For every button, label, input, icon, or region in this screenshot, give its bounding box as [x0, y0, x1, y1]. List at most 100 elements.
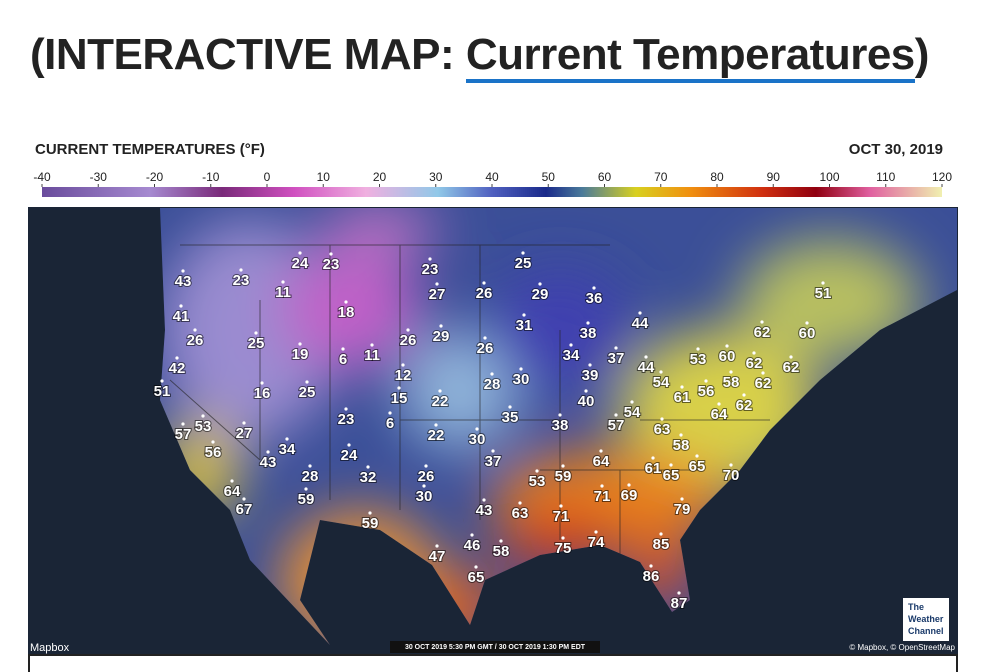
temperature-label: 79: [674, 501, 691, 518]
station-dot: [518, 501, 522, 505]
temperature-label: 29: [532, 286, 549, 303]
temperature-label: 11: [275, 284, 291, 301]
station-dot: [600, 484, 604, 488]
station-dot: [729, 370, 733, 374]
station-dot: [660, 417, 664, 421]
temperature-label: 65: [689, 458, 706, 475]
temperature-label: 37: [608, 350, 625, 367]
temperature-label: 65: [468, 569, 485, 586]
temperature-label: 61: [674, 389, 691, 406]
temperature-label: 60: [799, 325, 816, 342]
temperature-label: 47: [429, 548, 446, 565]
temperature-label: 43: [260, 454, 277, 471]
temperature-label: 74: [588, 534, 605, 551]
temperature-label: 71: [594, 488, 611, 505]
station-dot: [638, 311, 642, 315]
title-prefix: (INTERACTIVE MAP:: [30, 30, 466, 79]
station-dot: [281, 280, 285, 284]
station-dot: [341, 347, 345, 351]
station-dot: [435, 544, 439, 548]
station-dot: [397, 386, 401, 390]
station-dot: [211, 440, 215, 444]
temperature-label: 75: [555, 540, 572, 557]
temperature-label: 62: [755, 375, 772, 392]
temperature-label: 15: [391, 390, 408, 407]
temperature-label: 58: [493, 543, 510, 560]
scale-tick-label: 110: [876, 170, 895, 184]
station-dot: [254, 331, 258, 335]
temperature-label: 43: [175, 273, 192, 290]
temperature-label: 19: [292, 346, 309, 363]
temperature-label: 38: [552, 417, 569, 434]
station-dot: [588, 363, 592, 367]
temperature-label: 30: [513, 371, 530, 388]
station-dot: [329, 252, 333, 256]
legend-title: CURRENT TEMPERATURES (°F): [35, 141, 265, 158]
temperature-label: 37: [485, 453, 502, 470]
temperature-label: 86: [643, 568, 660, 585]
station-dot: [761, 371, 765, 375]
legend-date: OCT 30, 2019: [849, 141, 943, 158]
station-dot: [742, 393, 746, 397]
temperature-label: 53: [195, 418, 212, 435]
station-dot: [752, 351, 756, 355]
temperature-label: 16: [254, 385, 271, 402]
station-dot: [805, 321, 809, 325]
station-dot: [401, 363, 405, 367]
temperature-label: 23: [323, 256, 340, 273]
temperature-label: 58: [673, 437, 690, 454]
station-dot: [789, 355, 793, 359]
temperature-label: 51: [815, 285, 832, 302]
scale-tick-label: 50: [542, 170, 556, 184]
temperature-label: 41: [173, 308, 190, 325]
station-dot: [181, 269, 185, 273]
station-dot: [260, 381, 264, 385]
station-dot: [569, 343, 573, 347]
attribution-osm: © Mapbox, © OpenStreetMap: [849, 643, 955, 652]
station-dot: [438, 389, 442, 393]
station-dot: [630, 400, 634, 404]
station-dot: [521, 251, 525, 255]
station-dot: [696, 347, 700, 351]
temperature-label: 46: [464, 537, 481, 554]
temperature-label: 28: [484, 376, 501, 393]
station-dot: [230, 479, 234, 483]
station-dot: [422, 484, 426, 488]
station-dot: [592, 286, 596, 290]
temperature-label: 26: [400, 332, 417, 349]
temperature-label: 27: [429, 286, 446, 303]
station-dot: [760, 320, 764, 324]
scale-tick-label: 120: [932, 170, 952, 184]
station-dot: [388, 411, 392, 415]
scale-tick-label: 10: [317, 170, 331, 184]
station-dot: [704, 379, 708, 383]
map-footer: [28, 654, 958, 672]
title-link[interactable]: Current Temperatures: [465, 30, 915, 83]
temperature-label: 65: [663, 467, 680, 484]
temperature-label: 63: [654, 421, 671, 438]
temperature-label: 12: [395, 367, 412, 384]
station-dot: [435, 282, 439, 286]
temperature-label: 59: [298, 491, 315, 508]
temperature-label: 35: [502, 409, 519, 426]
color-bar: [42, 187, 942, 197]
station-dot: [482, 498, 486, 502]
station-dot: [535, 469, 539, 473]
station-dot: [366, 465, 370, 469]
timestamp-box: [390, 641, 600, 653]
station-dot: [370, 343, 374, 347]
temperature-label: 36: [586, 290, 603, 307]
temperature-label: 23: [338, 411, 355, 428]
station-dot: [239, 268, 243, 272]
station-dot: [428, 257, 432, 261]
scale-tick-label: -20: [146, 170, 164, 184]
station-dot: [627, 483, 631, 487]
temperature-label: 28: [302, 468, 319, 485]
temperature-label: 29: [433, 328, 450, 345]
temperature-label: 30: [469, 431, 486, 448]
station-dot: [695, 454, 699, 458]
station-dot: [179, 304, 183, 308]
temperature-label: 61: [645, 460, 662, 477]
temperature-label: 58: [723, 374, 740, 391]
